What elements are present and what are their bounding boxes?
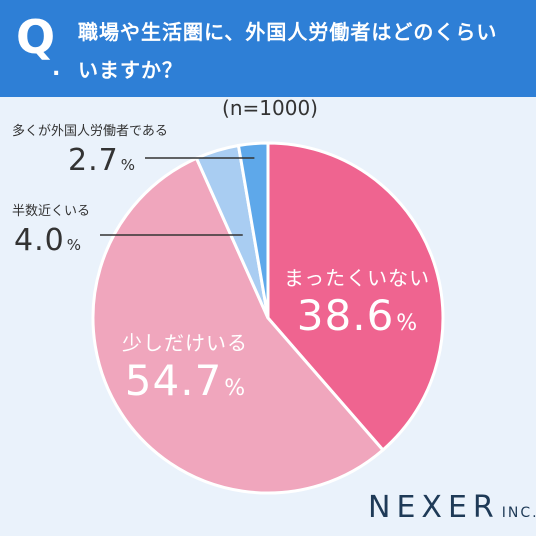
slice-value-many: 2.7 [68, 143, 119, 178]
question-mark: Q [16, 10, 56, 64]
question-text-line1: 職場や生活圏に、外国人労働者はどのくらい [78, 20, 498, 44]
slice-label-few: 少しだけいる 54.7% [100, 327, 270, 405]
question-dot: . [52, 56, 61, 81]
slice-none [266, 141, 445, 453]
sample-size-label: (n=1000) [222, 96, 318, 120]
slice-label-half: 半数近くいる 4.0% [12, 200, 90, 258]
logo-name: NEXER [368, 490, 500, 525]
slice-pct-half: % [66, 236, 81, 254]
slice-many [236, 141, 270, 319]
slice-name-none: まったくいない [283, 266, 431, 290]
question-header: Q . 職場や生活圏に、外国人労働者はどのくらい いますか？ [0, 0, 536, 97]
slice-name-many: 多くが外国人労働者である [12, 124, 168, 139]
slice-value-half: 4.0 [14, 223, 65, 258]
slice-few [91, 156, 386, 495]
logo-suffix: INC. [501, 505, 536, 521]
slice-pct-many: % [120, 156, 135, 174]
slice-name-few: 少しだけいる [122, 331, 248, 355]
slice-pct-none: % [396, 311, 418, 336]
slice-pct-few: % [224, 376, 246, 401]
slice-name-half: 半数近くいる [12, 204, 91, 219]
nexer-logo: NEXER INC. [368, 490, 536, 525]
question-text-line2: いますか？ [78, 58, 183, 82]
slice-label-many: 多くが外国人労働者である 2.7% [12, 120, 168, 178]
slice-label-none: まったくいない 38.6% [272, 262, 442, 340]
slice-value-few: 54.7 [124, 356, 223, 405]
slice-value-none: 38.6 [296, 291, 395, 340]
